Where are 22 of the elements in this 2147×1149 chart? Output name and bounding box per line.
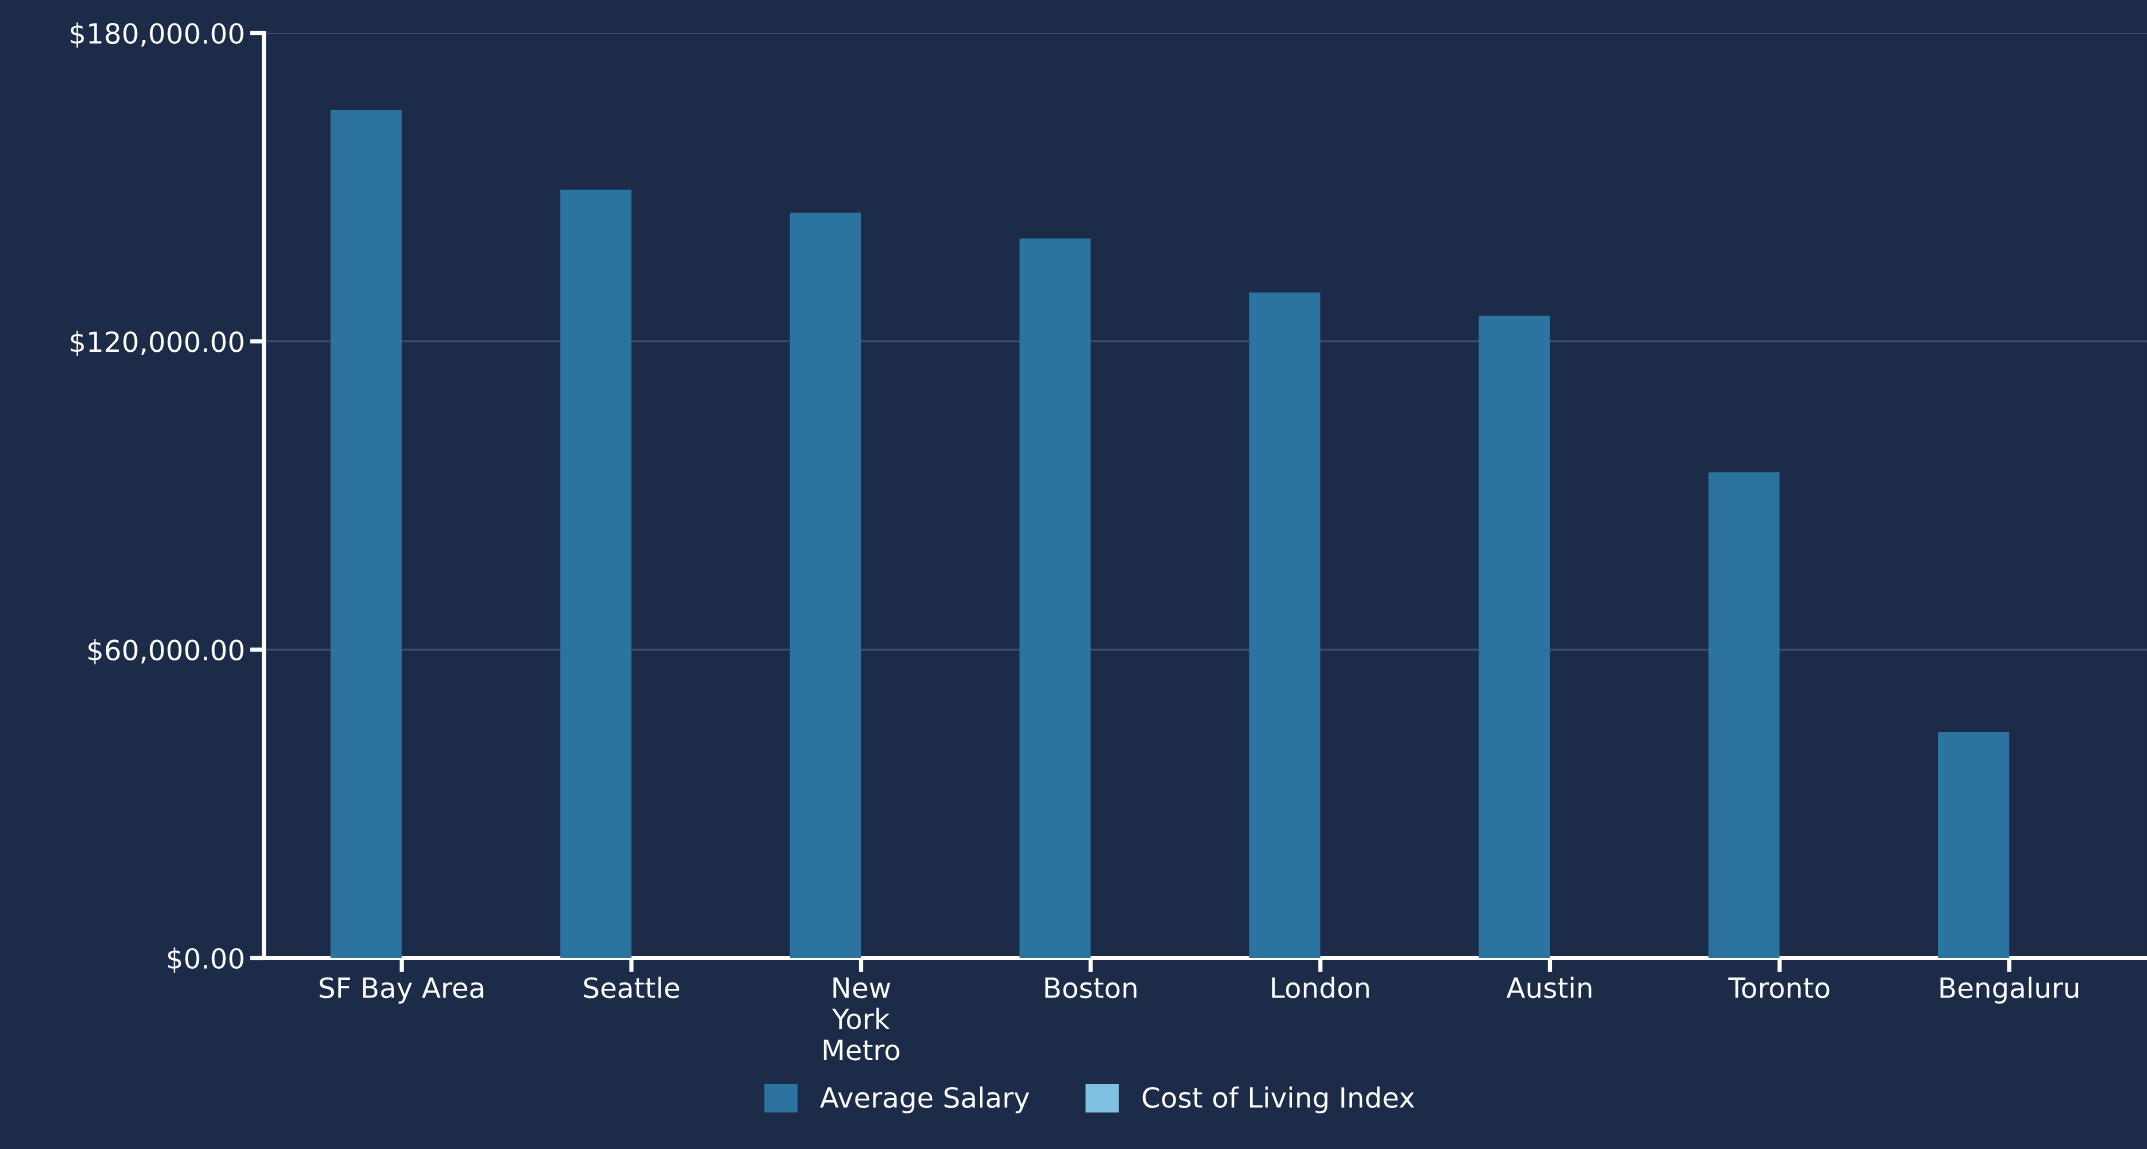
bar: [1249, 292, 1321, 958]
x-tick-label: Boston: [1045, 977, 1137, 999]
bar: [1478, 315, 1550, 958]
x-tick-label: New York Metro: [823, 977, 900, 1061]
x-tick-label: London: [1272, 976, 1369, 999]
legend-label: Cost of Living Index: [1142, 1086, 1415, 1114]
x-tick-label: Austin: [1506, 976, 1592, 999]
x-tick-label: Toronto: [1728, 977, 1830, 999]
y-tick-label: $180,000.00: [70, 22, 244, 48]
bar: [330, 110, 402, 958]
x-tick-label: SF Bay Area: [319, 977, 484, 1004]
x-tick-label: Bengaluru: [1940, 976, 2079, 1004]
bar: [1019, 238, 1091, 958]
bar: [560, 189, 632, 958]
bar: [1938, 731, 2010, 958]
legend-label: Average Salary: [820, 1086, 1030, 1114]
y-tick-label: $120,000.00: [70, 330, 244, 356]
bar: [789, 212, 862, 958]
y-tick-label: $60,000.00: [88, 639, 244, 665]
x-tick-label: Seattle: [584, 976, 680, 999]
bar: [1708, 472, 1780, 958]
y-tick-label: $0.00: [168, 947, 244, 973]
